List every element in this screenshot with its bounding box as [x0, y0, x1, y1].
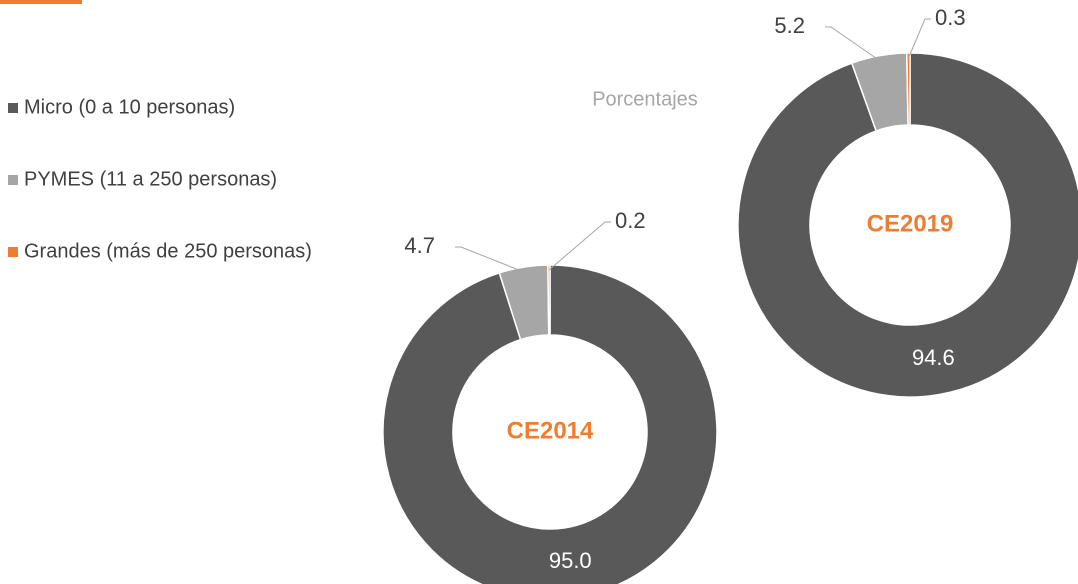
legend-swatch [8, 103, 18, 113]
legend-swatch [8, 247, 18, 257]
data-label: 95.0 [549, 548, 592, 573]
data-label: 0.3 [935, 5, 966, 30]
leader-line [548, 221, 611, 271]
donut-segment [547, 264, 551, 336]
data-label: 4.7 [404, 233, 435, 258]
legend-swatch [8, 175, 18, 185]
data-label: 0.2 [615, 208, 646, 233]
data-label: 94.6 [912, 345, 955, 370]
data-label: 5.2 [774, 13, 805, 38]
leader-line [825, 26, 881, 62]
donut-segment [905, 52, 911, 126]
leader-line [455, 246, 525, 273]
legend-label: Grandes (más de 250 personas) [24, 240, 312, 262]
chart-subtitle: Porcentajes [592, 88, 698, 110]
legend-label: PYMES (11 a 250 personas) [24, 168, 277, 190]
donut-segment [382, 264, 718, 584]
leader-line [907, 18, 931, 59]
center-label: CE2019 [867, 210, 954, 237]
center-label: CE2014 [507, 417, 594, 444]
legend-label: Micro (0 a 10 personas) [24, 96, 235, 118]
accent-bar [0, 0, 82, 4]
donut-segment [737, 52, 1078, 398]
